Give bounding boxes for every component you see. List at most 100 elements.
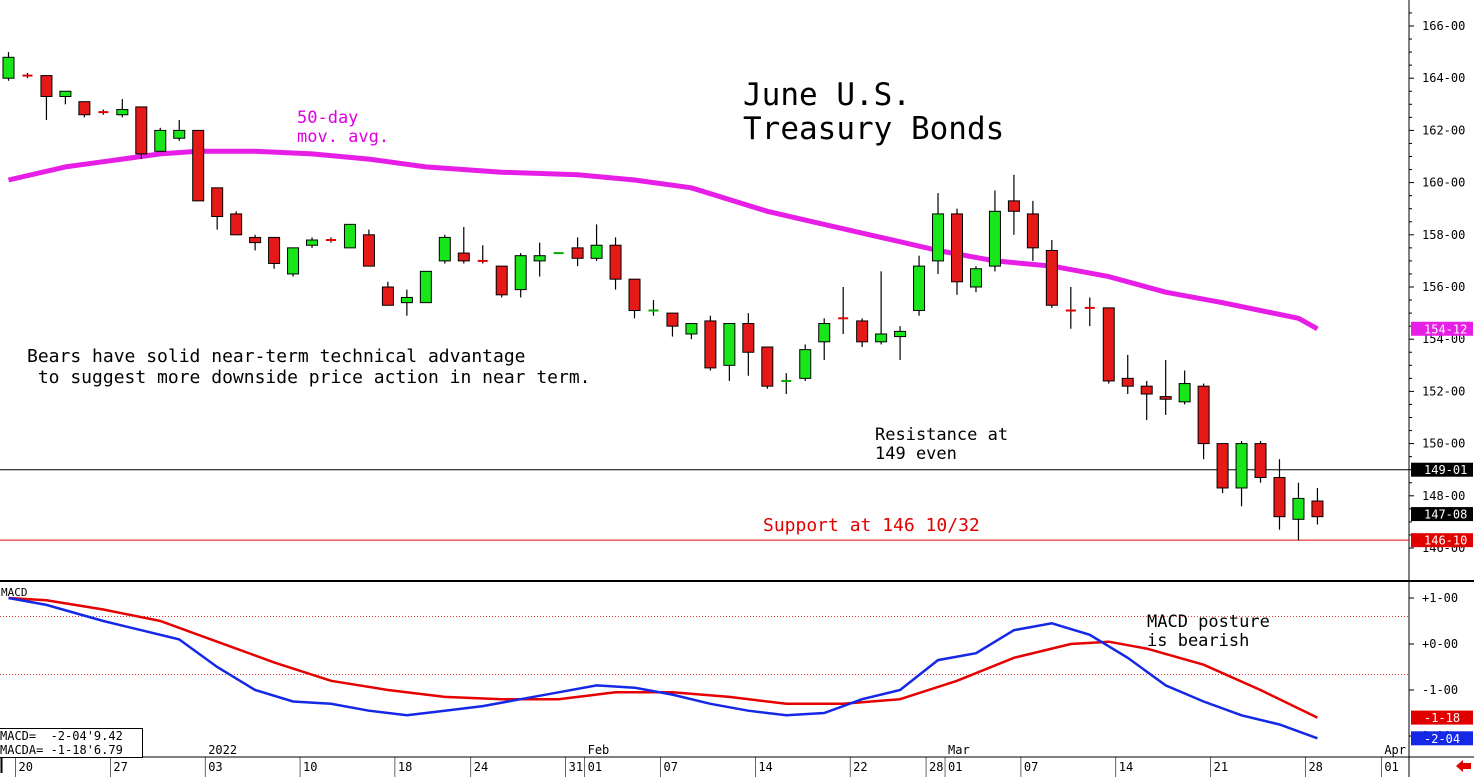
candle-body xyxy=(988,210,1001,267)
candle xyxy=(838,287,849,334)
candle-body xyxy=(514,255,527,291)
macda-line xyxy=(8,596,1318,719)
candle-body xyxy=(609,244,622,280)
candle xyxy=(457,226,470,264)
chart-title: June U.S. Treasury Bonds xyxy=(743,77,1005,147)
candle-body xyxy=(1045,249,1058,306)
candle-body xyxy=(799,349,812,379)
candle-body xyxy=(1159,396,1172,400)
candle-body xyxy=(894,330,907,338)
candle-body xyxy=(287,247,300,275)
candle-body xyxy=(1026,213,1039,249)
time-period-label: 2022 xyxy=(208,743,237,757)
candle-body xyxy=(230,213,243,236)
candle-body xyxy=(533,255,546,262)
time-tick-label: 24 xyxy=(474,760,488,774)
candle xyxy=(856,318,869,348)
candle xyxy=(1216,443,1229,494)
candle xyxy=(22,72,33,79)
macd-price-tag-bg xyxy=(1411,731,1473,746)
candle xyxy=(1084,297,1095,327)
candle xyxy=(723,323,736,381)
time-tick-label: 01 xyxy=(1384,760,1398,774)
candle xyxy=(306,237,319,248)
candle-body xyxy=(249,236,262,244)
candle xyxy=(173,119,186,141)
support-annotation: Support at 146 10/32 xyxy=(763,515,980,536)
candle-body xyxy=(457,252,470,262)
candle xyxy=(362,229,375,267)
candle-body xyxy=(1140,385,1153,395)
candle-body xyxy=(211,187,224,218)
candle xyxy=(192,129,205,202)
time-tick-label: 03 xyxy=(208,760,222,774)
macd-readout: MACD= -2-04'9.42 MACDA= -1-18'6.79 xyxy=(0,728,143,758)
price-tick-label: 164-00 xyxy=(1422,71,1465,85)
candle-body xyxy=(875,333,888,343)
candle xyxy=(988,190,1001,272)
candle xyxy=(704,315,717,371)
candle-body xyxy=(268,236,281,265)
price-tick-label: 148-00 xyxy=(1422,489,1465,503)
candle xyxy=(1254,440,1267,483)
candle xyxy=(875,271,888,345)
candle xyxy=(400,289,413,316)
macd-annotation: MACD posture is bearish xyxy=(1147,612,1270,651)
moving-average-label: 50-day mov. avg. xyxy=(297,108,390,147)
price-tick-label: 150-00 xyxy=(1422,437,1465,451)
candle xyxy=(648,300,659,316)
candle-body xyxy=(192,129,205,202)
candle-body xyxy=(818,323,831,343)
candle-body xyxy=(590,244,603,259)
time-tick-label: 28 xyxy=(1308,760,1322,774)
candle xyxy=(761,346,774,389)
candle xyxy=(590,224,603,261)
candle-body xyxy=(1216,443,1229,489)
candle xyxy=(1178,370,1191,405)
price-tick-label: 156-00 xyxy=(1422,280,1465,294)
macd-line xyxy=(8,596,1318,740)
candle-body xyxy=(969,268,982,288)
time-tick-label: 01 xyxy=(588,760,602,774)
time-tick-label: 01 xyxy=(948,760,962,774)
candle-body xyxy=(1254,443,1267,479)
candle xyxy=(1007,174,1020,235)
support-price-tag: 146-10 xyxy=(1424,534,1467,548)
time-period-label: Feb xyxy=(588,743,610,757)
candle-body xyxy=(951,213,963,283)
price-tags: 154-12 149-01 147-08 146-10 -1-18 -2-04 xyxy=(1411,321,1473,772)
candle xyxy=(969,266,982,293)
candle xyxy=(1026,200,1039,261)
support-resistance-lines xyxy=(0,469,1409,541)
candle-body xyxy=(1102,307,1115,382)
macd-readout-value: MACD= -2-04'9.42 xyxy=(0,729,123,743)
macd-tick-label: +0-00 xyxy=(1422,637,1458,651)
candle-body xyxy=(2,56,15,79)
candle xyxy=(818,318,831,361)
time-tick-label: 22 xyxy=(853,760,867,774)
candle xyxy=(1121,354,1134,395)
macd-price-tag: -2-04 xyxy=(1424,732,1460,746)
candle xyxy=(1273,459,1286,530)
candle-body xyxy=(1197,385,1210,445)
candle-body xyxy=(1178,383,1191,403)
candle-body xyxy=(173,129,186,139)
candle xyxy=(913,255,926,316)
candle xyxy=(78,101,91,118)
candle xyxy=(495,265,508,298)
candle xyxy=(1140,380,1153,421)
candle xyxy=(1159,360,1172,415)
candle xyxy=(419,270,432,304)
support-price-tag-bg xyxy=(1411,533,1473,548)
candle-body xyxy=(1273,477,1286,518)
candle xyxy=(477,245,488,264)
candle xyxy=(932,193,945,274)
macda-readout-value: MACDA= -1-18'6.79 xyxy=(0,743,123,757)
candle xyxy=(571,237,584,267)
candle-body xyxy=(1121,377,1134,387)
candle xyxy=(1065,287,1076,329)
candle xyxy=(1311,487,1324,525)
candle-body xyxy=(419,270,432,304)
resistance-annotation: Resistance at 149 even xyxy=(875,425,1009,464)
resistance-price-tag-bg xyxy=(1411,462,1473,477)
